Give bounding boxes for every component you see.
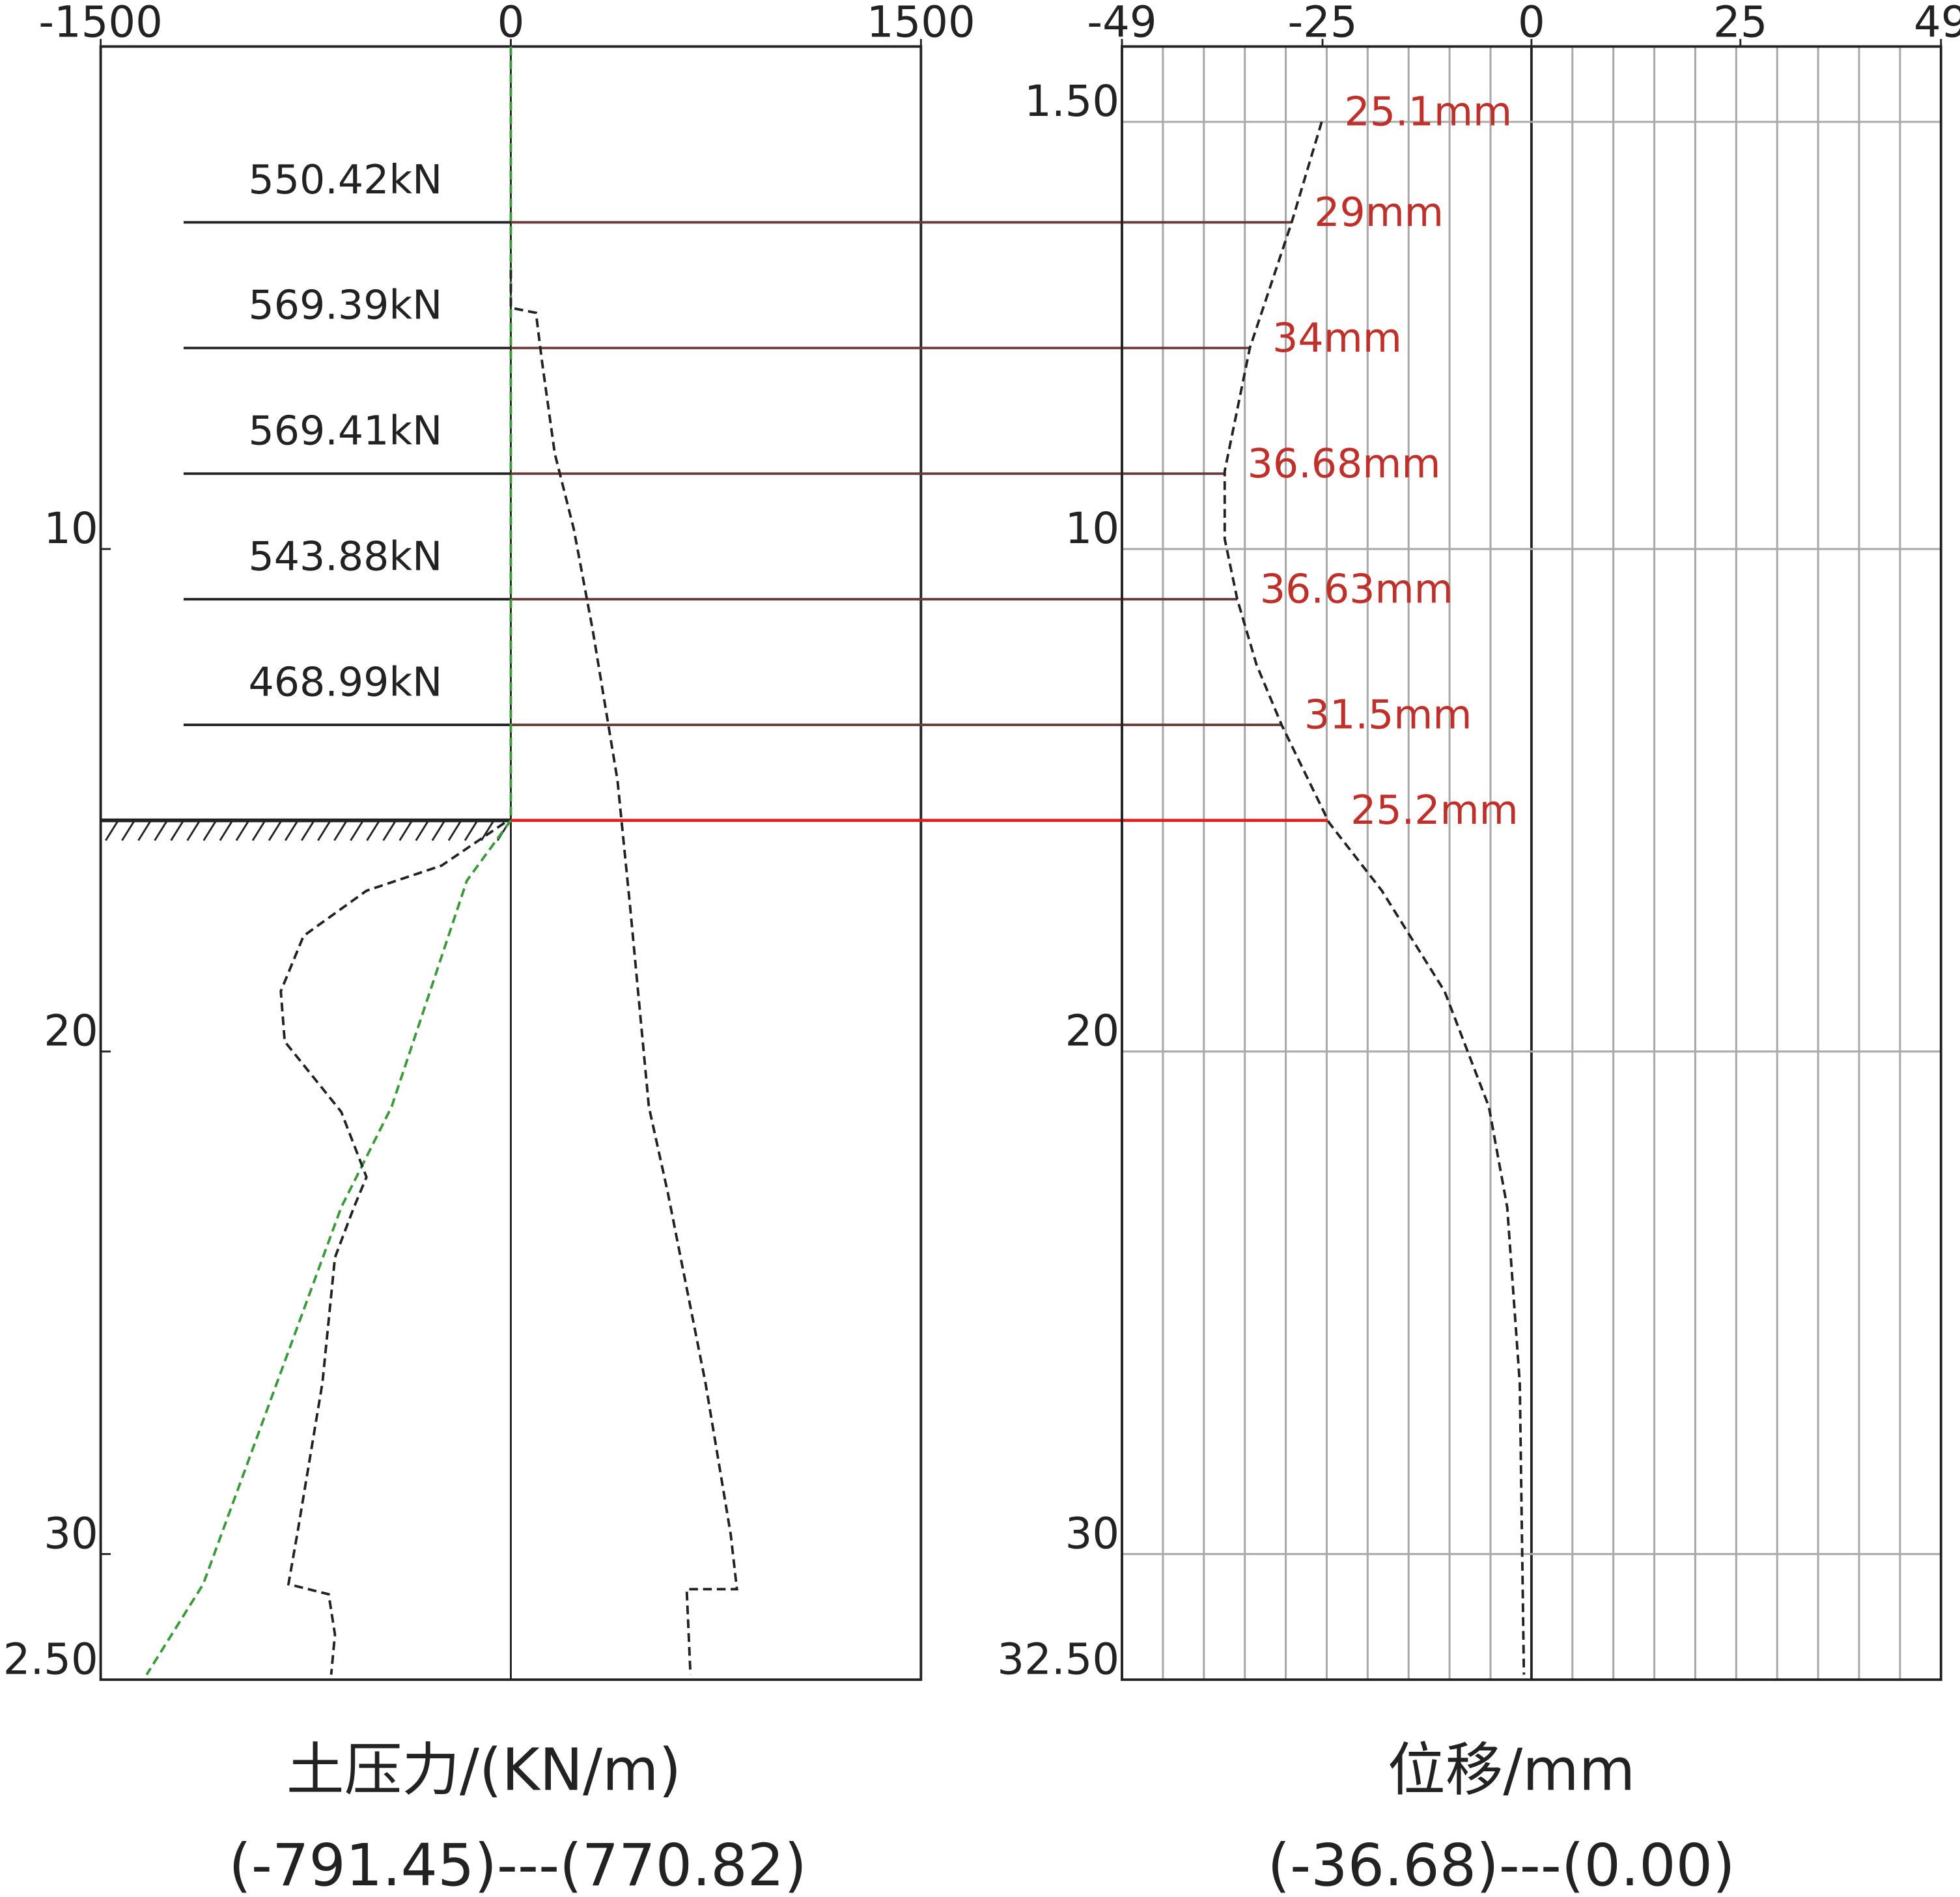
y-tick-label: 32.50 <box>997 1635 1119 1684</box>
y-tick-label: 10 <box>1065 504 1119 554</box>
y-tick-label: 1.50 <box>1024 77 1119 126</box>
hatch <box>105 819 119 841</box>
strut-force-label: 569.39kN <box>248 282 442 329</box>
hatch <box>251 819 266 841</box>
y-tick-label: 30 <box>44 1509 98 1558</box>
displacement-label: 34mm <box>1272 315 1402 361</box>
y-tick-label: 10 <box>44 504 98 554</box>
strut-force-label: 543.88kN <box>248 533 442 580</box>
hatch <box>301 819 315 841</box>
displacement-label: 25.1mm <box>1344 89 1512 135</box>
hatch <box>399 819 413 841</box>
displacement-label: 36.68mm <box>1248 440 1441 487</box>
range-label: (-36.68)---(0.00) <box>1268 1832 1735 1897</box>
hatch <box>219 819 234 841</box>
hatch <box>447 819 462 841</box>
hatch <box>121 819 135 841</box>
displacement-label: 31.5mm <box>1304 692 1472 738</box>
x-axis-label: 土压力/(KN/m) <box>287 1736 681 1803</box>
range-label: (-791.45)---(770.82) <box>229 1832 807 1897</box>
hatch <box>480 819 495 841</box>
layer <box>510 46 1941 1681</box>
strut-force-label: 550.42kN <box>248 156 442 203</box>
y-tick-label: 20 <box>1065 1007 1119 1056</box>
y-tick-label: 30 <box>1065 1509 1119 1558</box>
hatch <box>382 819 397 841</box>
hatch <box>170 819 185 841</box>
x-axis-label: 位移/mm <box>1388 1736 1635 1803</box>
hatch <box>235 819 250 841</box>
strut-force-label: 569.41kN <box>248 408 442 455</box>
hatch <box>154 819 169 841</box>
hatch <box>415 819 430 841</box>
layer: 10203032.50-150001500550.42kN569.39kN569… <box>0 0 1960 1684</box>
hatch <box>186 819 201 841</box>
displacement-label: 36.63mm <box>1260 566 1453 613</box>
hatch <box>137 819 152 841</box>
hatch <box>317 819 331 841</box>
y-tick-label: 20 <box>44 1007 98 1056</box>
hatch <box>350 819 365 841</box>
displacement-label: 29mm <box>1314 189 1444 236</box>
strut-force-label: 468.99kN <box>248 658 442 705</box>
plot-frame <box>1121 45 1942 1681</box>
hatch <box>284 819 299 841</box>
hatch <box>431 819 446 841</box>
curve <box>1223 121 1526 1675</box>
hatch <box>203 819 217 841</box>
hatch <box>268 819 283 841</box>
curve <box>279 821 505 1675</box>
hatch <box>333 819 348 841</box>
curve <box>145 46 512 1676</box>
y-tick-label: 32.50 <box>0 1635 98 1684</box>
hatch <box>366 819 381 841</box>
displacement-label: 25.2mm <box>1351 787 1519 834</box>
x-tick-label: 49 <box>1914 0 1960 48</box>
curve <box>509 270 738 1675</box>
hatch <box>464 819 479 841</box>
